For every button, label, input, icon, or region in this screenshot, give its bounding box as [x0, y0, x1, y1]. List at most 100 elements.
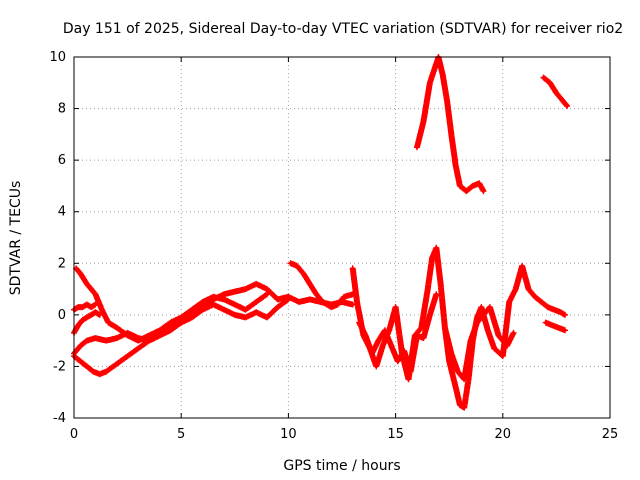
y-tick-labels: -4 -2 0 2 4 6 8 10: [49, 50, 66, 426]
data-point: [381, 344, 385, 348]
data-point: [243, 287, 248, 291]
data-point: [539, 300, 544, 304]
data-point: [458, 403, 462, 407]
plot-frame: [73, 56, 611, 419]
data-point: [364, 333, 368, 338]
x-tick-labels: 0 5 10 15 20 25: [70, 427, 618, 442]
data-point: [376, 339, 380, 343]
data-point: [276, 297, 280, 301]
data-point: [471, 184, 475, 188]
series-track-11: [414, 54, 487, 195]
data-point: [89, 305, 93, 309]
data-point: [100, 308, 104, 312]
data-point: [104, 370, 108, 374]
series-line: [544, 321, 567, 332]
data-point: [265, 315, 269, 319]
data-point: [211, 295, 215, 299]
data-point: [505, 344, 509, 348]
data-point: [190, 308, 194, 312]
data-point: [383, 328, 387, 332]
series-track-9: [441, 304, 517, 383]
data-point: [93, 292, 97, 296]
data-point: [74, 266, 78, 270]
data-point: [336, 302, 340, 307]
data-point: [552, 308, 556, 312]
data-point: [389, 344, 393, 348]
data-point: [91, 370, 95, 374]
data-point: [456, 370, 460, 374]
data-point: [243, 315, 248, 319]
y-tick-label: -4: [53, 411, 66, 426]
data-point: [276, 305, 280, 309]
data-point: [357, 321, 361, 325]
data-point: [475, 321, 479, 325]
series-track-12: [540, 74, 571, 109]
data-point: [136, 346, 140, 350]
data-point: [78, 272, 82, 276]
y-tick-label: 4: [58, 205, 66, 220]
data-point: [434, 292, 438, 296]
x-tick-label: 5: [177, 427, 185, 442]
data-point: [565, 104, 569, 108]
series-layer: [71, 54, 571, 411]
data-point: [115, 362, 119, 366]
data-point: [554, 91, 559, 95]
data-point: [541, 76, 546, 80]
data-point: [179, 321, 183, 325]
data-point: [85, 315, 89, 319]
data-point: [342, 295, 346, 299]
data-point: [464, 189, 468, 193]
data-point: [201, 308, 205, 312]
data-point: [222, 292, 226, 296]
series-line: [415, 55, 485, 193]
y-tick-label: 8: [58, 102, 66, 117]
data-point: [409, 370, 413, 374]
data-point: [85, 364, 89, 368]
data-point: [89, 313, 93, 317]
data-point: [445, 99, 449, 103]
ticks: [73, 56, 611, 419]
x-tick-label: 25: [602, 427, 619, 442]
data-point: [78, 344, 82, 348]
data-point: [507, 300, 511, 304]
data-point: [556, 326, 561, 330]
x-tick-label: 0: [70, 427, 78, 442]
data-point: [222, 308, 226, 312]
data-point: [98, 313, 102, 317]
data-point: [428, 313, 432, 317]
data-point: [233, 290, 237, 294]
data-point: [370, 351, 374, 356]
data-point: [190, 315, 194, 319]
data-point: [126, 354, 130, 358]
data-point: [501, 354, 505, 358]
data-point: [233, 302, 237, 307]
data-point: [526, 287, 531, 291]
data-point: [432, 68, 436, 72]
data-point: [98, 372, 102, 376]
data-point: [533, 295, 537, 299]
data-point: [559, 310, 563, 314]
data-point: [430, 256, 434, 260]
data-point: [374, 364, 378, 368]
data-point: [454, 163, 458, 167]
data-point: [488, 305, 492, 309]
y-axis-label: SDTVAR / TECUs: [8, 181, 24, 296]
data-point: [76, 323, 80, 327]
data-point: [486, 328, 490, 332]
series-track-10: [542, 319, 568, 334]
data-point: [126, 333, 130, 338]
y-tick-label: -2: [53, 359, 66, 374]
data-point: [415, 333, 419, 338]
data-point: [520, 264, 524, 268]
series-markers: [349, 244, 568, 411]
x-tick-label: 15: [387, 427, 404, 442]
data-point: [308, 282, 312, 286]
data-point: [158, 333, 162, 338]
data-point: [85, 302, 89, 307]
data-point: [233, 313, 237, 317]
data-point: [168, 321, 173, 325]
data-point: [511, 331, 516, 335]
data-point: [421, 119, 426, 124]
data-point: [93, 310, 97, 314]
